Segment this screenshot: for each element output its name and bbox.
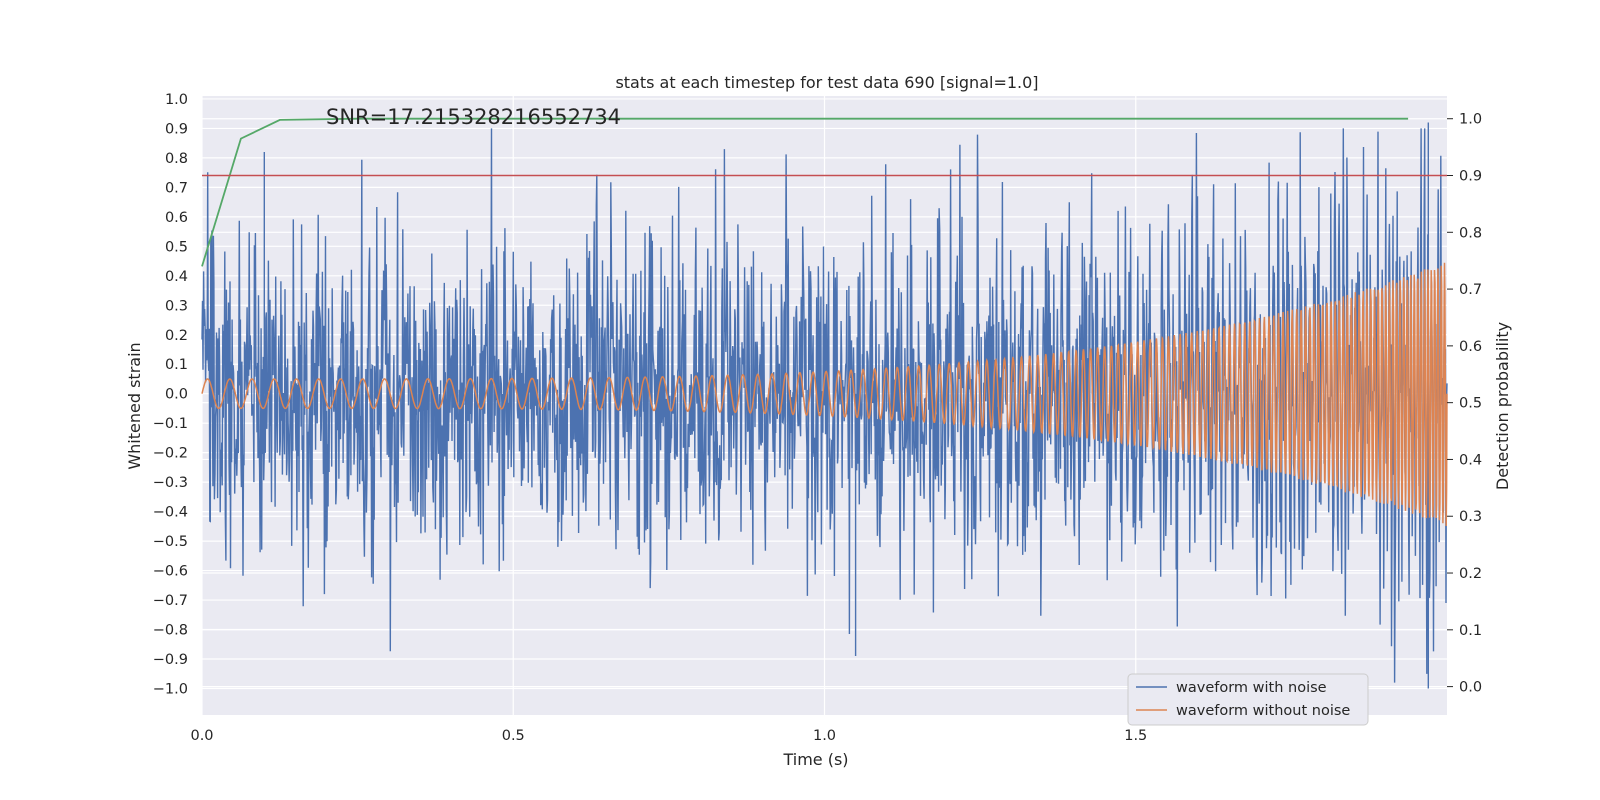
x-tick-label: 0.0 [190,728,213,744]
y-axis-label: Whitened strain [125,342,144,469]
y-tick-label: 0.3 [165,298,188,314]
snr-annotation: SNR=17.215328216552734 [326,105,621,129]
y-tick-label: −0.3 [153,475,188,491]
y-axis-left: 1.0 0.9 0.8 0.7 0.6 0.5 0.4 0.3 0.2 0.1 0.0 −0.1 −0.… [153,92,188,698]
y-tick-label: −0.7 [153,593,188,609]
y-tick-label: −0.5 [153,534,188,550]
y-tick-label: −1.0 [153,681,188,697]
legend-label-noise: waveform with noise [1176,680,1327,696]
y2-tick-label: 0.8 [1459,225,1482,241]
y2-axis-label: Detection probability [1493,322,1512,490]
y-tick-label: −0.4 [153,505,188,521]
y-tick-label: −0.1 [153,416,188,432]
y-axis-right: 1.0 0.9 0.8 0.7 0.6 0.5 0.4 0.3 0.2 0.1 0.0 [1447,112,1482,696]
y2-tick-label: 0.4 [1459,452,1482,468]
y2-tick-label: 0.7 [1459,282,1482,298]
chart-title: stats at each timestep for test data 690… [615,73,1038,92]
y-tick-label: 0.9 [165,121,188,137]
series-layer [201,117,1448,689]
x-tick-label: 1.0 [813,728,836,744]
y-tick-label: 0.8 [165,151,188,167]
legend-label-clean: waveform without noise [1176,703,1350,719]
x-tick-label: 0.5 [502,728,525,744]
y-tick-label: 0.2 [165,328,188,344]
series-waveform-without-noise [201,262,1448,527]
legend-box [1127,673,1369,726]
y-tick-label: −0.2 [153,446,188,462]
y-tick-label: 0.0 [165,387,188,403]
x-axis-label: Time (s) [782,750,848,769]
y2-tick-label: 0.5 [1459,396,1482,412]
y2-tick-label: 1.0 [1459,112,1482,128]
x-axis: 0.0 0.5 1.0 1.5 [190,728,1147,744]
series-detection-probability [201,117,1409,267]
series-waveform-with-noise [201,122,1448,689]
y2-tick-label: 0.3 [1459,509,1482,525]
y-tick-label: 0.6 [165,210,188,226]
y2-tick-label: 0.2 [1459,566,1482,582]
y-tick-label: −0.8 [153,623,188,639]
y-tick-label: 0.7 [165,180,188,196]
legend: waveform with noise waveform without noi… [1127,673,1369,726]
y2-tick-label: 0.6 [1459,339,1482,355]
y-tick-label: 0.4 [165,269,188,285]
y-tick-label: −0.6 [153,564,188,580]
y-tick-label: 0.5 [165,239,188,255]
y-tick-label: 1.0 [165,92,188,108]
y2-tick-label: 0.0 [1459,680,1482,696]
y2-tick-label: 0.1 [1459,623,1482,639]
y2-tick-label: 0.9 [1459,169,1482,185]
y-tick-label: −0.9 [153,652,188,668]
y-tick-label: 0.1 [165,357,188,373]
x-tick-label: 1.5 [1124,728,1147,744]
